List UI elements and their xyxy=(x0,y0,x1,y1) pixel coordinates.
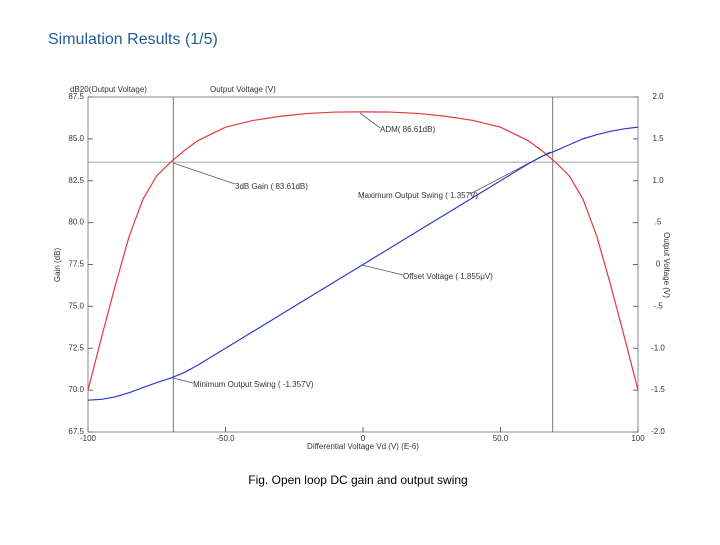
y-tick-label: 72.5 xyxy=(68,343,84,352)
y2-tick-label: 0 xyxy=(656,260,661,269)
y-tick-label: 80.0 xyxy=(68,218,84,227)
annotation: Maximum Output Swing ( 1.357V) xyxy=(358,191,478,200)
x-tick-label: 50.0 xyxy=(493,434,509,443)
caption: Fig. Open loop DC gain and output swing xyxy=(248,473,467,487)
y2-axis-label: Output Voltage (V) xyxy=(662,232,671,298)
y-tick-label: 77.5 xyxy=(68,260,84,269)
y-tick-label: 87.5 xyxy=(68,92,84,101)
y-tick-label: 67.5 xyxy=(68,427,84,436)
y-label-top: dB20(Output Voltage) xyxy=(70,85,147,94)
annotation: ADM( 86.61dB) xyxy=(380,125,435,134)
y-tick-label: 75.0 xyxy=(68,301,84,310)
annotation: Minimum Output Swing ( -1.357V) xyxy=(193,380,314,389)
slide-title: Simulation Results (1/5) xyxy=(48,31,218,48)
x-tick-label: 0 xyxy=(361,434,366,443)
y-tick-label: 85.0 xyxy=(68,134,84,143)
y2-tick-label: -2.0 xyxy=(651,427,665,436)
y2-tick-label: .5 xyxy=(655,218,662,227)
y2-tick-label: -1.5 xyxy=(651,385,665,394)
leaders xyxy=(172,112,551,384)
annotation: Offset Voltage ( 1.855μV) xyxy=(403,272,493,281)
y2-tick-label: 1.0 xyxy=(652,176,664,185)
y2-tick-label: 2.0 xyxy=(652,92,664,101)
y-tick-label: 82.5 xyxy=(68,176,84,185)
y2-tick-label: -.5 xyxy=(653,301,663,310)
y-axis-label: Gain (dB) xyxy=(53,248,62,283)
y2-label-top: Output Voltage (V) xyxy=(210,85,276,94)
x-tick-label: 100 xyxy=(631,434,645,443)
x-axis-label: Differential Voltage Vd (V) (E-6) xyxy=(307,442,419,451)
y2-tick-label: -1.0 xyxy=(651,343,665,352)
annotation: 3dB Gain ( 83.61dB) xyxy=(235,182,308,191)
series-line xyxy=(87,126,639,401)
y-tick-label: 70.0 xyxy=(68,385,84,394)
series-line xyxy=(87,111,639,391)
y2-tick-label: 1.5 xyxy=(652,134,664,143)
x-tick-label: -100 xyxy=(80,434,97,443)
x-tick-label: -50.0 xyxy=(216,434,235,443)
